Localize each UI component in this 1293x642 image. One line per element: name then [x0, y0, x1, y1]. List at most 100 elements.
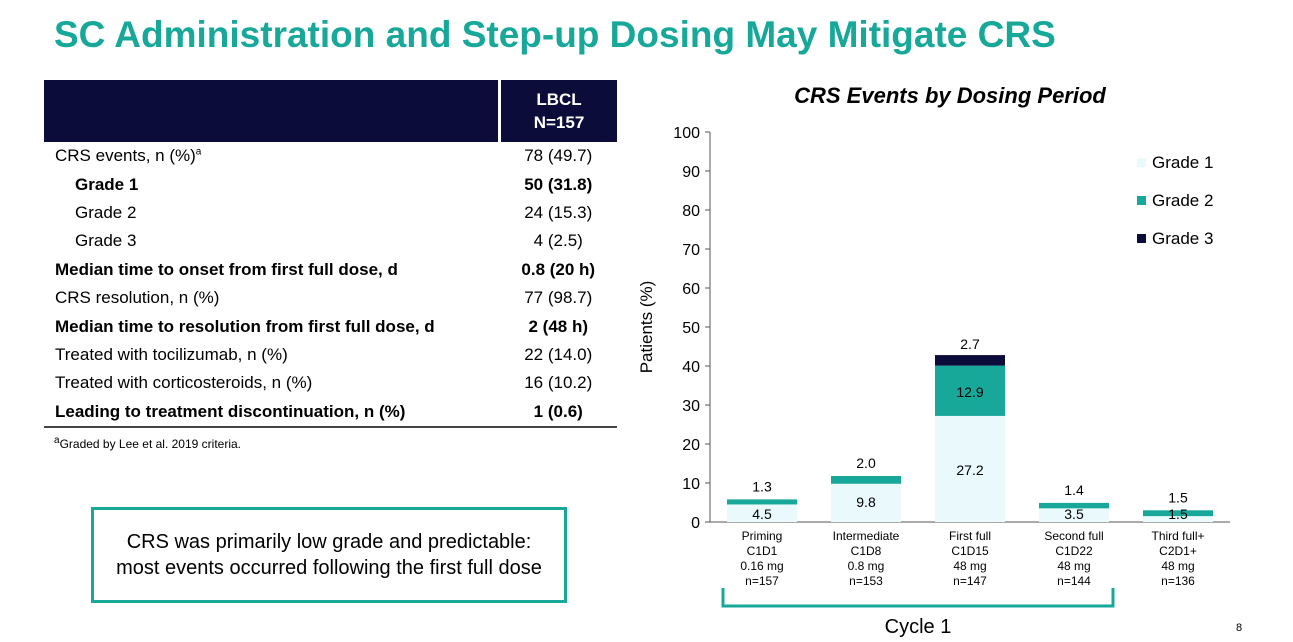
data-label: 3.5 [1064, 506, 1084, 522]
slide-title: SC Administration and Step-up Dosing May… [54, 14, 1056, 55]
x-tick-label: First full [949, 529, 991, 543]
y-tick-label: 80 [682, 203, 700, 220]
y-tick-label: 10 [682, 476, 700, 493]
key-finding-callout: CRS was primarily low grade and predicta… [91, 507, 567, 603]
row-label: Leading to treatment discontinuation, n … [44, 397, 500, 428]
table-row: Median time to onset from first full dos… [44, 256, 617, 284]
row-value: 16 (10.2) [524, 373, 593, 393]
x-tick-label: 48 mg [953, 559, 986, 573]
chart-title: CRS Events by Dosing Period [794, 83, 1106, 108]
legend-label: Grade 1 [1152, 153, 1213, 172]
header-lbcl-label: LBCL [536, 90, 582, 109]
y-tick-label: 70 [682, 242, 700, 259]
row-value: 2 (48 h) [528, 316, 589, 336]
row-label: Grade 3 [44, 227, 500, 255]
bar-segment [935, 415, 1005, 522]
bar-segment [935, 355, 1005, 366]
crs-summary-table: LBCL N=157 CRS events, n (%)a 78 (49.7) Gr… [44, 80, 617, 428]
bar-segment [1143, 516, 1213, 522]
y-tick-label: 40 [682, 359, 700, 376]
header-n-label: N=157 [533, 113, 585, 132]
row-label-text: Treated with tocilizumab, n (%) [55, 344, 288, 364]
x-tick-label: Intermediate [833, 529, 900, 543]
y-tick-label: 60 [682, 281, 700, 298]
bar-segment [831, 483, 901, 522]
cycle-bracket [721, 588, 1115, 608]
x-tick-label: 48 mg [1161, 559, 1194, 573]
row-label: Treated with tocilizumab, n (%) [44, 341, 500, 369]
x-tick-label: C1D1 [747, 544, 778, 558]
x-tick-label: C1D15 [951, 544, 989, 558]
row-label-text: Grade 3 [75, 231, 137, 251]
data-label: 9.8 [856, 494, 876, 510]
table-header-blank [44, 80, 501, 142]
y-tick-label: 50 [682, 320, 700, 337]
bar-segment [1143, 510, 1213, 517]
row-label-text: Median time to onset from first full dos… [55, 259, 398, 279]
x-tick-label: 0.8 mg [848, 559, 885, 573]
data-label: 2.0 [856, 455, 876, 471]
row-label: Median time to resolution from first ful… [44, 312, 500, 340]
legend-swatch [1137, 158, 1146, 167]
row-label-text: CRS resolution, n (%) [55, 288, 220, 308]
bar-segment [1039, 508, 1109, 522]
y-tick-label: 100 [673, 125, 700, 142]
row-label: CRS resolution, n (%) [44, 284, 500, 312]
row-label-text: Median time to resolution from first ful… [55, 316, 435, 336]
x-tick-label: Second full [1044, 529, 1103, 543]
row-value: 0.8 (20 h) [521, 259, 596, 279]
row-value: 22 (14.0) [524, 344, 593, 364]
table-row: Leading to treatment discontinuation, n … [44, 397, 617, 428]
crs-stacked-bar-chart: 0 10 20 30 40 50 60 70 80 90 100 Patients (%) 4.5 1.3… [637, 125, 1230, 638]
x-tick-label: Third full+ [1151, 529, 1204, 543]
x-tick-label: n=157 [745, 574, 779, 588]
data-label: 1.5 [1168, 506, 1188, 522]
bar-segment [935, 365, 1005, 416]
legend-swatch [1137, 196, 1146, 205]
y-tick-label: 90 [682, 164, 700, 181]
table-footnote: aGraded by Lee et al. 2019 criteria. [54, 436, 241, 452]
table-header-lbcl: LBCL N=157 [499, 80, 617, 142]
table-header-row: LBCL N=157 [44, 80, 617, 142]
legend-label: Grade 2 [1152, 191, 1213, 210]
row-label: Grade 2 [44, 199, 500, 227]
table-row: CRS resolution, n (%) 77 (98.7) [44, 284, 617, 312]
y-tick-label: 0 [691, 515, 700, 532]
data-label: 1.3 [752, 478, 772, 494]
x-tick-label: C2D1+ [1159, 544, 1197, 558]
row-label-text: Leading to treatment discontinuation, n … [55, 401, 406, 421]
y-tick-label: 20 [682, 437, 700, 454]
data-label: 4.5 [752, 506, 772, 522]
x-tick-label: n=136 [1161, 574, 1195, 588]
x-tick-label: C1D22 [1055, 544, 1093, 558]
row-value: 24 (15.3) [524, 202, 593, 222]
table-row: CRS events, n (%)a 78 (49.7) [44, 142, 617, 170]
row-value: 4 (2.5) [533, 231, 583, 251]
table-row: Treated with corticosteroids, n (%) 16 (1… [44, 369, 617, 397]
row-label: CRS events, n (%)a [44, 142, 500, 170]
table-row: Median time to resolution from first ful… [44, 312, 617, 340]
table-body: CRS events, n (%)a 78 (49.7) Grade 1 50 (31… [44, 142, 617, 428]
row-value: 50 (31.8) [524, 174, 593, 194]
row-label-text: Grade 1 [75, 174, 139, 194]
table-row: Treated with tocilizumab, n (%) 22 (14.0) [44, 341, 617, 369]
y-tick-label: 30 [682, 398, 700, 415]
data-label: 27.2 [956, 462, 983, 478]
x-tick-label: 48 mg [1057, 559, 1090, 573]
bar-segment [1039, 502, 1109, 509]
row-label-text: Grade 2 [75, 202, 137, 222]
row-label: Grade 1 [44, 170, 500, 198]
row-value: 78 (49.7) [524, 146, 593, 166]
row-label: Median time to onset from first full dos… [44, 256, 500, 284]
legend-swatch [1137, 234, 1146, 243]
footnote-marker: a [195, 146, 202, 158]
data-label: 12.9 [956, 384, 983, 400]
x-tick-label: 0.16 mg [740, 559, 783, 573]
data-label: 1.5 [1168, 489, 1188, 505]
x-tick-label: n=144 [1057, 574, 1091, 588]
table-row: Grade 2 24 (15.3) [44, 199, 617, 227]
row-label: Treated with corticosteroids, n (%) [44, 369, 500, 397]
data-label: 1.4 [1064, 482, 1084, 498]
x-tick-label: n=153 [849, 574, 883, 588]
bar-segment [831, 475, 901, 484]
